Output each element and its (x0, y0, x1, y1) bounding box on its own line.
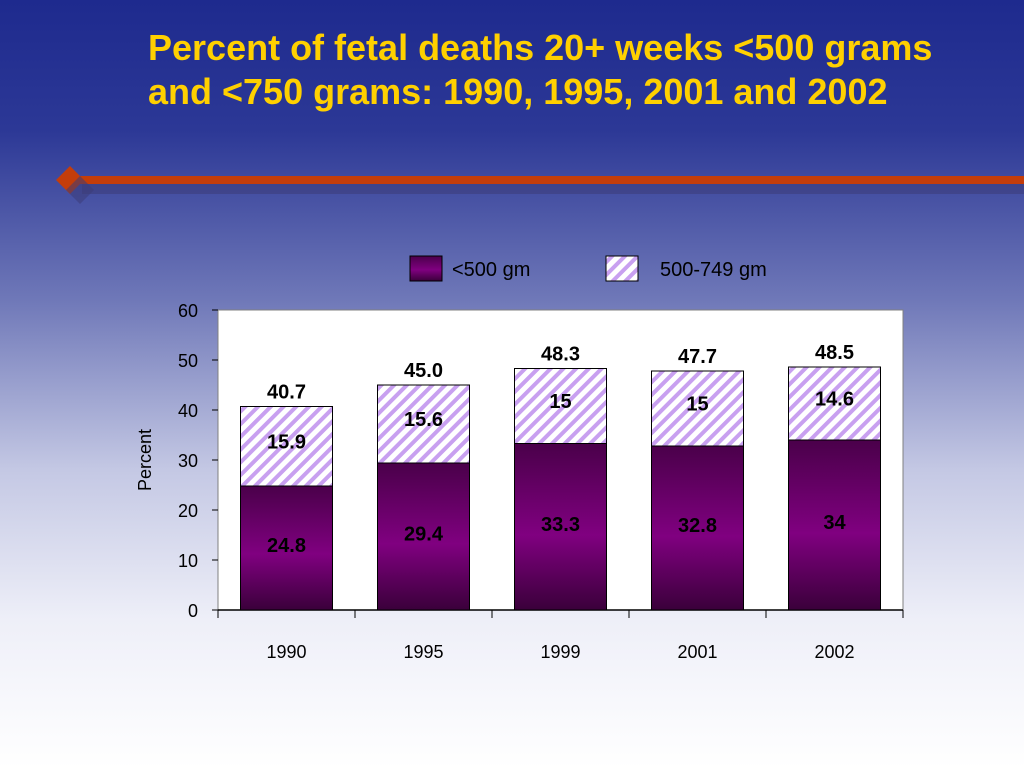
data-label-total: 45.0 (404, 360, 443, 382)
x-tick-label: 1990 (266, 642, 306, 662)
bar-segment-under-500 (514, 443, 607, 611)
y-tick-label: 0 (188, 601, 198, 621)
y-axis-label: Percent (135, 429, 155, 491)
y-tick-label: 60 (178, 301, 198, 321)
data-label-500-749: 15.9 (267, 431, 306, 453)
x-tick-label: 2001 (677, 642, 717, 662)
legend-swatch-series-2 (605, 255, 639, 282)
bar-segment-500-749 (514, 368, 607, 444)
x-axis-ticks: 1990 1995 1999 2001 2002 (217, 610, 904, 662)
x-tick-label: 2002 (814, 642, 854, 662)
data-label-under-500: 33.3 (541, 514, 580, 536)
data-label-total: 40.7 (267, 382, 306, 404)
data-label-under-500: 29.4 (404, 524, 444, 546)
data-label-500-749: 15.6 (404, 409, 443, 431)
data-label-under-500: 34 (823, 512, 846, 534)
x-tick-label: 1995 (403, 642, 443, 662)
data-label-total: 47.7 (678, 346, 717, 368)
bar-segment-500-749 (788, 366, 881, 441)
bar-segment-500-749 (240, 406, 333, 487)
bar-segment-under-500 (788, 439, 881, 611)
data-label-total: 48.3 (541, 344, 580, 366)
bar-segment-under-500 (377, 462, 470, 611)
data-label-500-749: 14.6 (815, 389, 854, 411)
y-tick-label: 20 (178, 501, 198, 521)
legend-label-series-2: 500-749 gm (660, 259, 767, 281)
bars: 24.8 15.9 40.7 29.4 15.6 45.0 33.3 15 48.3 32.8 15… (240, 342, 881, 611)
y-tick-label: 30 (178, 451, 198, 471)
data-label-under-500: 24.8 (267, 535, 306, 557)
legend-swatch-series-1 (409, 255, 443, 282)
slide-title: Percent of fetal deaths 20+ weeks <500 g… (148, 27, 933, 112)
y-tick-label: 10 (178, 551, 198, 571)
data-label-under-500: 32.8 (678, 515, 717, 537)
x-tick-label: 1999 (540, 642, 580, 662)
title-accent-line (56, 166, 1024, 204)
legend-label-series-1: <500 gm (452, 259, 530, 281)
y-tick-label: 50 (178, 351, 198, 371)
data-label-500-749: 15 (686, 394, 708, 416)
y-tick-label: 40 (178, 401, 198, 421)
bar-segment-under-500 (651, 445, 744, 611)
data-label-total: 48.5 (815, 342, 854, 364)
data-label-500-749: 15 (549, 391, 571, 413)
y-axis-ticks: 0 10 20 30 40 50 60 (178, 301, 218, 621)
legend: <500 gm 500-749 gm (409, 255, 767, 282)
bar-segment-500-749 (377, 384, 470, 464)
bar-segment-500-749 (651, 370, 744, 447)
